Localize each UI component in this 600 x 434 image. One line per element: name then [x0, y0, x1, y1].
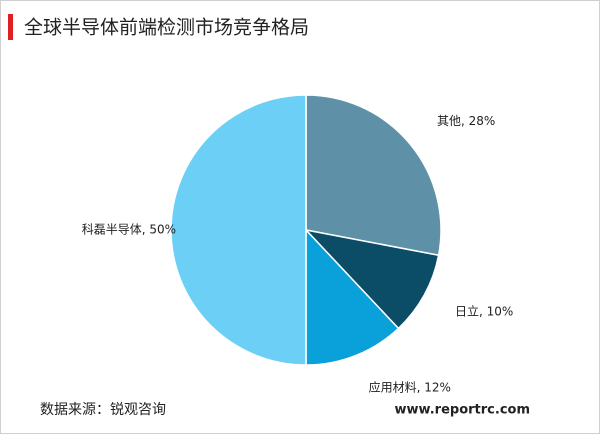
pie-slice — [305, 94, 442, 257]
pie-slice — [170, 94, 307, 366]
source: 数据来源：锐观咨询 — [40, 402, 166, 418]
slice-label: 科磊半导体, 50% — [82, 223, 176, 237]
slice-label: 其他, 28% — [437, 114, 495, 128]
website: www.reportrc.com — [395, 403, 530, 418]
chart-title: 全球半导体前端检测市场竞争格局 — [24, 17, 309, 39]
pie-slice — [303, 228, 440, 330]
title-bar — [8, 14, 13, 40]
pie-slice — [305, 228, 400, 366]
slice-label: 日立, 10% — [455, 303, 513, 318]
slice-label: 应用材料, 12% — [369, 380, 451, 395]
